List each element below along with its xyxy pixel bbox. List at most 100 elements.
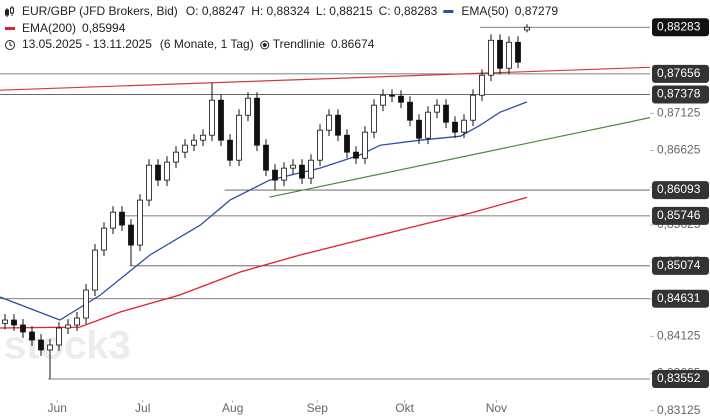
chart-header: EUR/GBP (JFD Brokers, Bid) O: 0,88247 H:… (5, 4, 558, 51)
legend-swatch (5, 27, 15, 30)
level-box (652, 206, 709, 225)
candle-body (299, 164, 305, 179)
candle-body (317, 129, 323, 161)
candle-body (326, 114, 332, 131)
level-label: 0,84631 (657, 291, 701, 305)
candle-body (200, 134, 206, 141)
period: 13.05.2025 - 13.11.2025 (22, 37, 152, 51)
candle-body (83, 289, 89, 319)
candle-body (308, 159, 314, 179)
x-tick-label: Jul (135, 401, 150, 415)
y-tick-label: 0,83125 (657, 403, 701, 417)
trendline-icon (260, 40, 270, 50)
candle-body (344, 134, 350, 153)
ohlc-label: H: 0,88324 (251, 4, 310, 18)
candle-body (137, 199, 143, 246)
candle-body (461, 119, 467, 133)
level-box (652, 181, 709, 200)
level-label: 0,85746 (657, 208, 701, 222)
x-tick-label: Okt (395, 401, 414, 415)
trendline (269, 117, 650, 198)
candle-body (164, 161, 170, 181)
trendline-label: Trendlinie (273, 37, 326, 51)
x-tick-label: Sep (307, 401, 329, 415)
level-box (652, 256, 709, 275)
candle-body (263, 144, 269, 171)
candle-body (362, 131, 368, 159)
legend-value: 0,85994 (82, 21, 126, 35)
y-tick-label: 0,84125 (657, 329, 701, 343)
level-box (652, 369, 709, 388)
chart-icon (5, 6, 14, 17)
candle-body (119, 211, 125, 226)
candle-body (92, 249, 98, 291)
level-box (652, 64, 709, 83)
candle-body (245, 97, 251, 116)
level-label: 0,87378 (657, 87, 701, 101)
candle-body (182, 144, 188, 153)
x-tick-label: Jun (48, 401, 67, 415)
candle-body (515, 41, 521, 63)
candle-body (191, 139, 197, 146)
candle-body (524, 26, 530, 31)
candle-body (488, 39, 494, 76)
candle-body (434, 104, 440, 113)
legend-swatch (443, 10, 454, 13)
candle-body (398, 95, 404, 103)
ohlc-label: L: 0,88215 (316, 4, 373, 18)
level-box (652, 18, 709, 37)
x-tick-label: Nov (486, 401, 507, 415)
candle-body (506, 41, 512, 69)
candle-body (38, 339, 44, 351)
candle-body (128, 224, 134, 246)
plot-area (0, 24, 650, 380)
candle-body (254, 97, 260, 146)
candle-body (146, 164, 152, 201)
candle-body (173, 151, 179, 163)
candle-body (218, 99, 224, 141)
candle-body (470, 94, 476, 121)
level-box (652, 289, 709, 308)
ohlc-label: O: 0,88247 (186, 4, 246, 18)
level-label: 0,83552 (657, 371, 701, 385)
candle-body (353, 151, 359, 159)
candle-body (227, 139, 233, 161)
price-axis: 0,871250,866250,861250,856250,851250,846… (650, 18, 709, 417)
level-label: 0,88283 (657, 19, 701, 33)
y-tick-label: 0,86625 (657, 143, 701, 157)
trendline-value: 0.86674 (331, 37, 375, 51)
x-tick-label: Aug (222, 401, 243, 415)
candle-body (110, 211, 116, 229)
candle-body (236, 114, 242, 161)
candle-body (281, 167, 287, 181)
ohlc-label: C: 0,88283 (379, 4, 438, 18)
candle-body (452, 121, 458, 133)
y-tick-label: 0,87125 (657, 106, 701, 120)
trendline (0, 66, 650, 91)
candle-body (335, 114, 341, 136)
level-label: 0,87656 (657, 66, 701, 80)
ema-line (0, 101, 528, 321)
candle-body (56, 327, 62, 346)
candle-body (416, 119, 422, 139)
candle-body (209, 99, 215, 136)
legend-label: EMA(200) (22, 21, 76, 35)
candle-body (443, 104, 449, 123)
candle-body (11, 319, 17, 326)
candle-body (425, 111, 431, 139)
candle-body (290, 164, 296, 169)
period-note: (6 Monate, 1 Tag) (160, 37, 254, 51)
ema-line (0, 196, 528, 329)
candle-body (371, 104, 377, 133)
legend-value: 0,87279 (515, 4, 559, 18)
symbol-title: EUR/GBP (JFD Brokers, Bid) (22, 4, 178, 18)
candle-body (380, 94, 386, 106)
candle-body (101, 227, 107, 251)
level-box (652, 85, 709, 104)
candle-body (2, 319, 8, 324)
candle-body (497, 39, 503, 69)
candle-body (20, 324, 26, 333)
candle-body (74, 317, 80, 326)
level-label: 0,85074 (657, 258, 701, 272)
